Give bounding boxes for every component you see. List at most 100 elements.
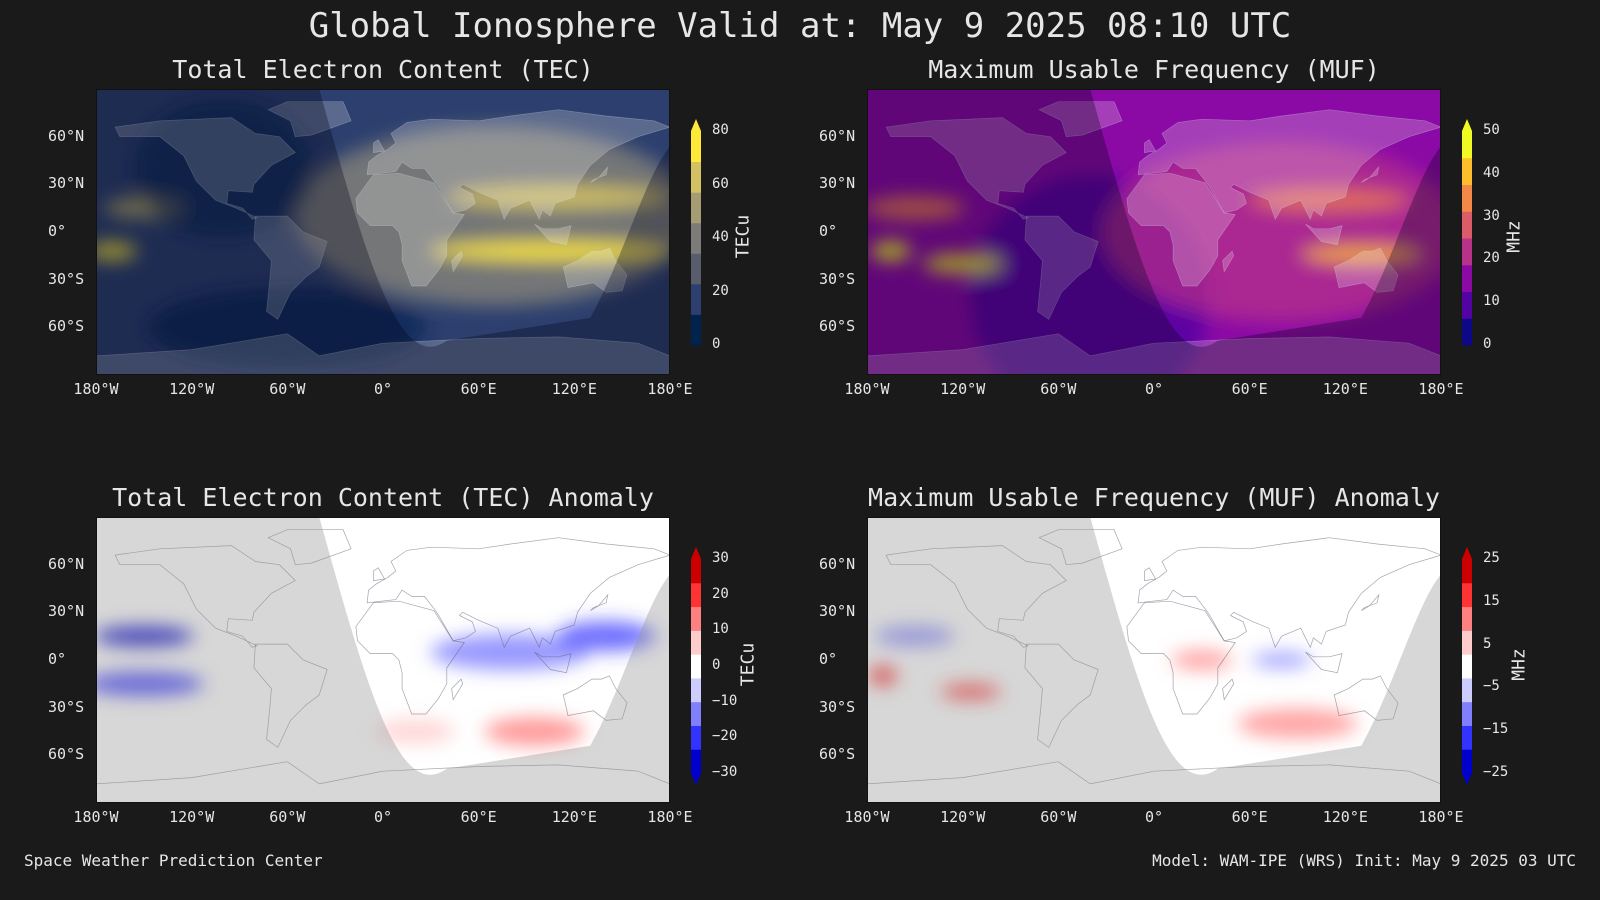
colorbar-segment bbox=[1462, 630, 1472, 655]
night-terminator-shading bbox=[96, 89, 670, 375]
map-heatmap bbox=[867, 89, 1441, 375]
colorbar-segment bbox=[1462, 238, 1472, 266]
y-tick-label: 30°S bbox=[48, 697, 85, 716]
colorbar-segment bbox=[691, 559, 701, 584]
y-tick-label: 0° bbox=[48, 222, 67, 240]
colorbar-tick-label: 5 bbox=[1483, 635, 1492, 652]
x-tick-label: 0° bbox=[373, 380, 393, 398]
y-tick-label: 60°N bbox=[48, 126, 85, 145]
colorbar-label: MHz bbox=[1503, 220, 1525, 253]
colorbar-tick-label: 80 bbox=[712, 122, 729, 138]
y-tick-label: 60°N bbox=[819, 126, 856, 145]
x-tick-label: 120°E bbox=[1322, 380, 1368, 398]
x-tick-label: 60°E bbox=[460, 808, 497, 826]
map-heatmap bbox=[96, 517, 670, 803]
night-terminator-shading bbox=[96, 517, 670, 803]
colorbar-extend-min bbox=[1462, 773, 1472, 785]
y-tick-label: 30°N bbox=[48, 602, 85, 621]
colorbar-tick-label: 0 bbox=[712, 657, 721, 673]
x-tick-label: 60°W bbox=[269, 380, 306, 398]
y-tick-label: 60°S bbox=[48, 745, 85, 764]
x-tick-label: 60°W bbox=[1040, 808, 1077, 826]
colorbar-tick-label: −10 bbox=[712, 692, 738, 709]
x-tick-label: 180°W bbox=[844, 808, 890, 826]
colorbar-segment bbox=[691, 582, 701, 608]
colorbar-segment bbox=[1462, 749, 1472, 774]
x-tick-label: 180°E bbox=[647, 808, 693, 826]
colorbar-segment bbox=[1462, 264, 1472, 292]
chart-title: Maximum Usable Frequency (MUF) bbox=[928, 55, 1380, 84]
colorbar bbox=[691, 547, 701, 785]
y-tick-label: 0° bbox=[48, 650, 67, 668]
colorbar-segment bbox=[691, 253, 701, 285]
colorbar-tick-label: −25 bbox=[1483, 764, 1509, 780]
colorbar-tick-label: 15 bbox=[1483, 592, 1500, 609]
chart-title: Total Electron Content (TEC) bbox=[172, 55, 594, 84]
y-tick-label: 30°S bbox=[819, 697, 856, 716]
x-tick-label: 0° bbox=[373, 808, 393, 826]
x-tick-label: 120°W bbox=[169, 380, 215, 398]
colorbar-segment bbox=[1462, 559, 1472, 584]
colorbar-tick-label: 25 bbox=[1483, 550, 1500, 566]
map-background bbox=[867, 517, 1441, 803]
map-heatmap bbox=[867, 517, 1441, 803]
colorbar-tick-label: 60 bbox=[712, 175, 729, 192]
colorbar-segment bbox=[1462, 157, 1472, 185]
x-tick-label: 120°E bbox=[1322, 808, 1368, 826]
colorbar-segment bbox=[691, 606, 701, 631]
y-tick-label: 60°S bbox=[819, 745, 856, 764]
colorbar-tick-label: 0 bbox=[1483, 336, 1492, 352]
x-tick-label: 120°W bbox=[940, 808, 986, 826]
x-tick-label: 120°W bbox=[940, 380, 986, 398]
x-tick-label: 120°E bbox=[551, 380, 597, 398]
map-heatmap bbox=[96, 89, 670, 375]
y-tick-label: 0° bbox=[819, 222, 838, 240]
y-tick-label: 60°S bbox=[819, 317, 856, 336]
colorbar-tick-label: 20 bbox=[1483, 250, 1500, 267]
colorbar-segment bbox=[691, 654, 701, 679]
colorbar bbox=[691, 119, 701, 346]
colorbar-label: TECu bbox=[732, 214, 754, 259]
y-tick-label: 30°N bbox=[819, 602, 856, 621]
colorbar-segment bbox=[1462, 291, 1472, 319]
colorbar-extend-min bbox=[691, 773, 701, 785]
colorbar bbox=[1462, 119, 1472, 346]
land-outlines bbox=[96, 529, 670, 803]
colorbar-segment bbox=[691, 749, 701, 774]
colorbar-tick-label: −15 bbox=[1483, 721, 1509, 738]
colorbar-segment bbox=[1462, 654, 1472, 679]
x-tick-label: 120°W bbox=[169, 808, 215, 826]
colorbar-extend-max bbox=[1462, 547, 1472, 559]
chart-title: Maximum Usable Frequency (MUF) Anomaly bbox=[868, 483, 1440, 512]
colorbar-tick-label: 10 bbox=[712, 621, 729, 638]
colorbar-segment bbox=[1462, 725, 1472, 750]
colorbar bbox=[1462, 547, 1472, 785]
y-tick-label: 30°S bbox=[819, 269, 856, 288]
x-tick-label: 60°W bbox=[269, 808, 306, 826]
footer-model-info: Model: WAM-IPE (WRS) Init: May 9 2025 03… bbox=[1152, 851, 1576, 870]
colorbar-label: TECu bbox=[737, 642, 759, 687]
colorbar-segment bbox=[691, 283, 701, 315]
x-tick-label: 60°E bbox=[1231, 380, 1268, 398]
colorbar-tick-label: −30 bbox=[712, 764, 738, 780]
colorbar-segment bbox=[691, 131, 701, 163]
x-tick-label: 120°E bbox=[551, 808, 597, 826]
x-tick-label: 180°W bbox=[844, 380, 890, 398]
land-outlines bbox=[867, 529, 1441, 803]
colorbar-segment bbox=[1462, 677, 1472, 703]
colorbar-tick-label: −5 bbox=[1483, 678, 1500, 695]
colorbar-segment bbox=[1462, 606, 1472, 631]
colorbar-tick-label: 30 bbox=[1483, 207, 1500, 224]
colorbar-extend-max bbox=[691, 119, 701, 131]
colorbar-segment bbox=[691, 161, 701, 193]
night-terminator-shading bbox=[867, 517, 1441, 803]
colorbar-segment bbox=[691, 677, 701, 703]
x-tick-label: 180°W bbox=[73, 808, 119, 826]
colorbar-segment bbox=[1462, 211, 1472, 239]
x-tick-label: 0° bbox=[1144, 380, 1164, 398]
land-outlines bbox=[867, 101, 1441, 375]
colorbar-label: MHz bbox=[1508, 648, 1530, 681]
y-tick-label: 30°N bbox=[48, 174, 85, 193]
x-tick-label: 60°E bbox=[1231, 808, 1268, 826]
colorbar-tick-label: 20 bbox=[712, 585, 729, 602]
